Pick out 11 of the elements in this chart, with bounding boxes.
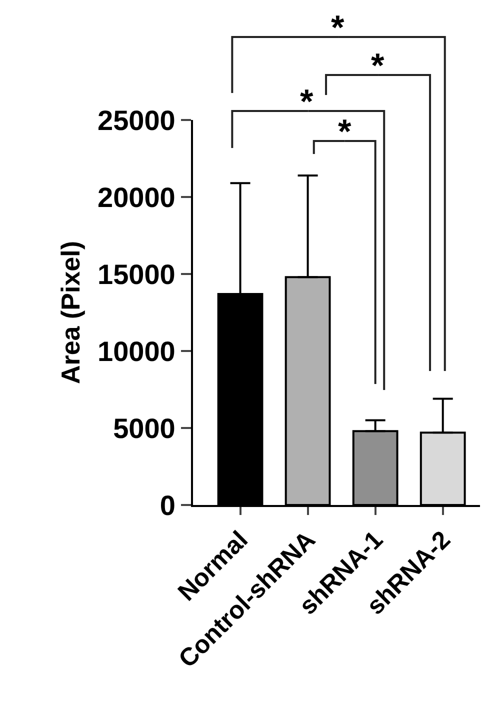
y-tick-label: 25000 [98, 104, 176, 136]
text: * [331, 9, 345, 47]
annotation: * [338, 113, 352, 151]
y-axis-title: Area (Pixel) [55, 240, 86, 384]
annotation: * [300, 83, 314, 121]
y-tick-label: 20000 [98, 182, 176, 213]
y-tick-label: 15000 [98, 258, 176, 290]
y-tick-label: 10000 [98, 336, 176, 367]
y-tick-label: 0 [160, 490, 176, 521]
y-tick-label: 5000 [113, 412, 176, 444]
text: * [371, 47, 385, 85]
